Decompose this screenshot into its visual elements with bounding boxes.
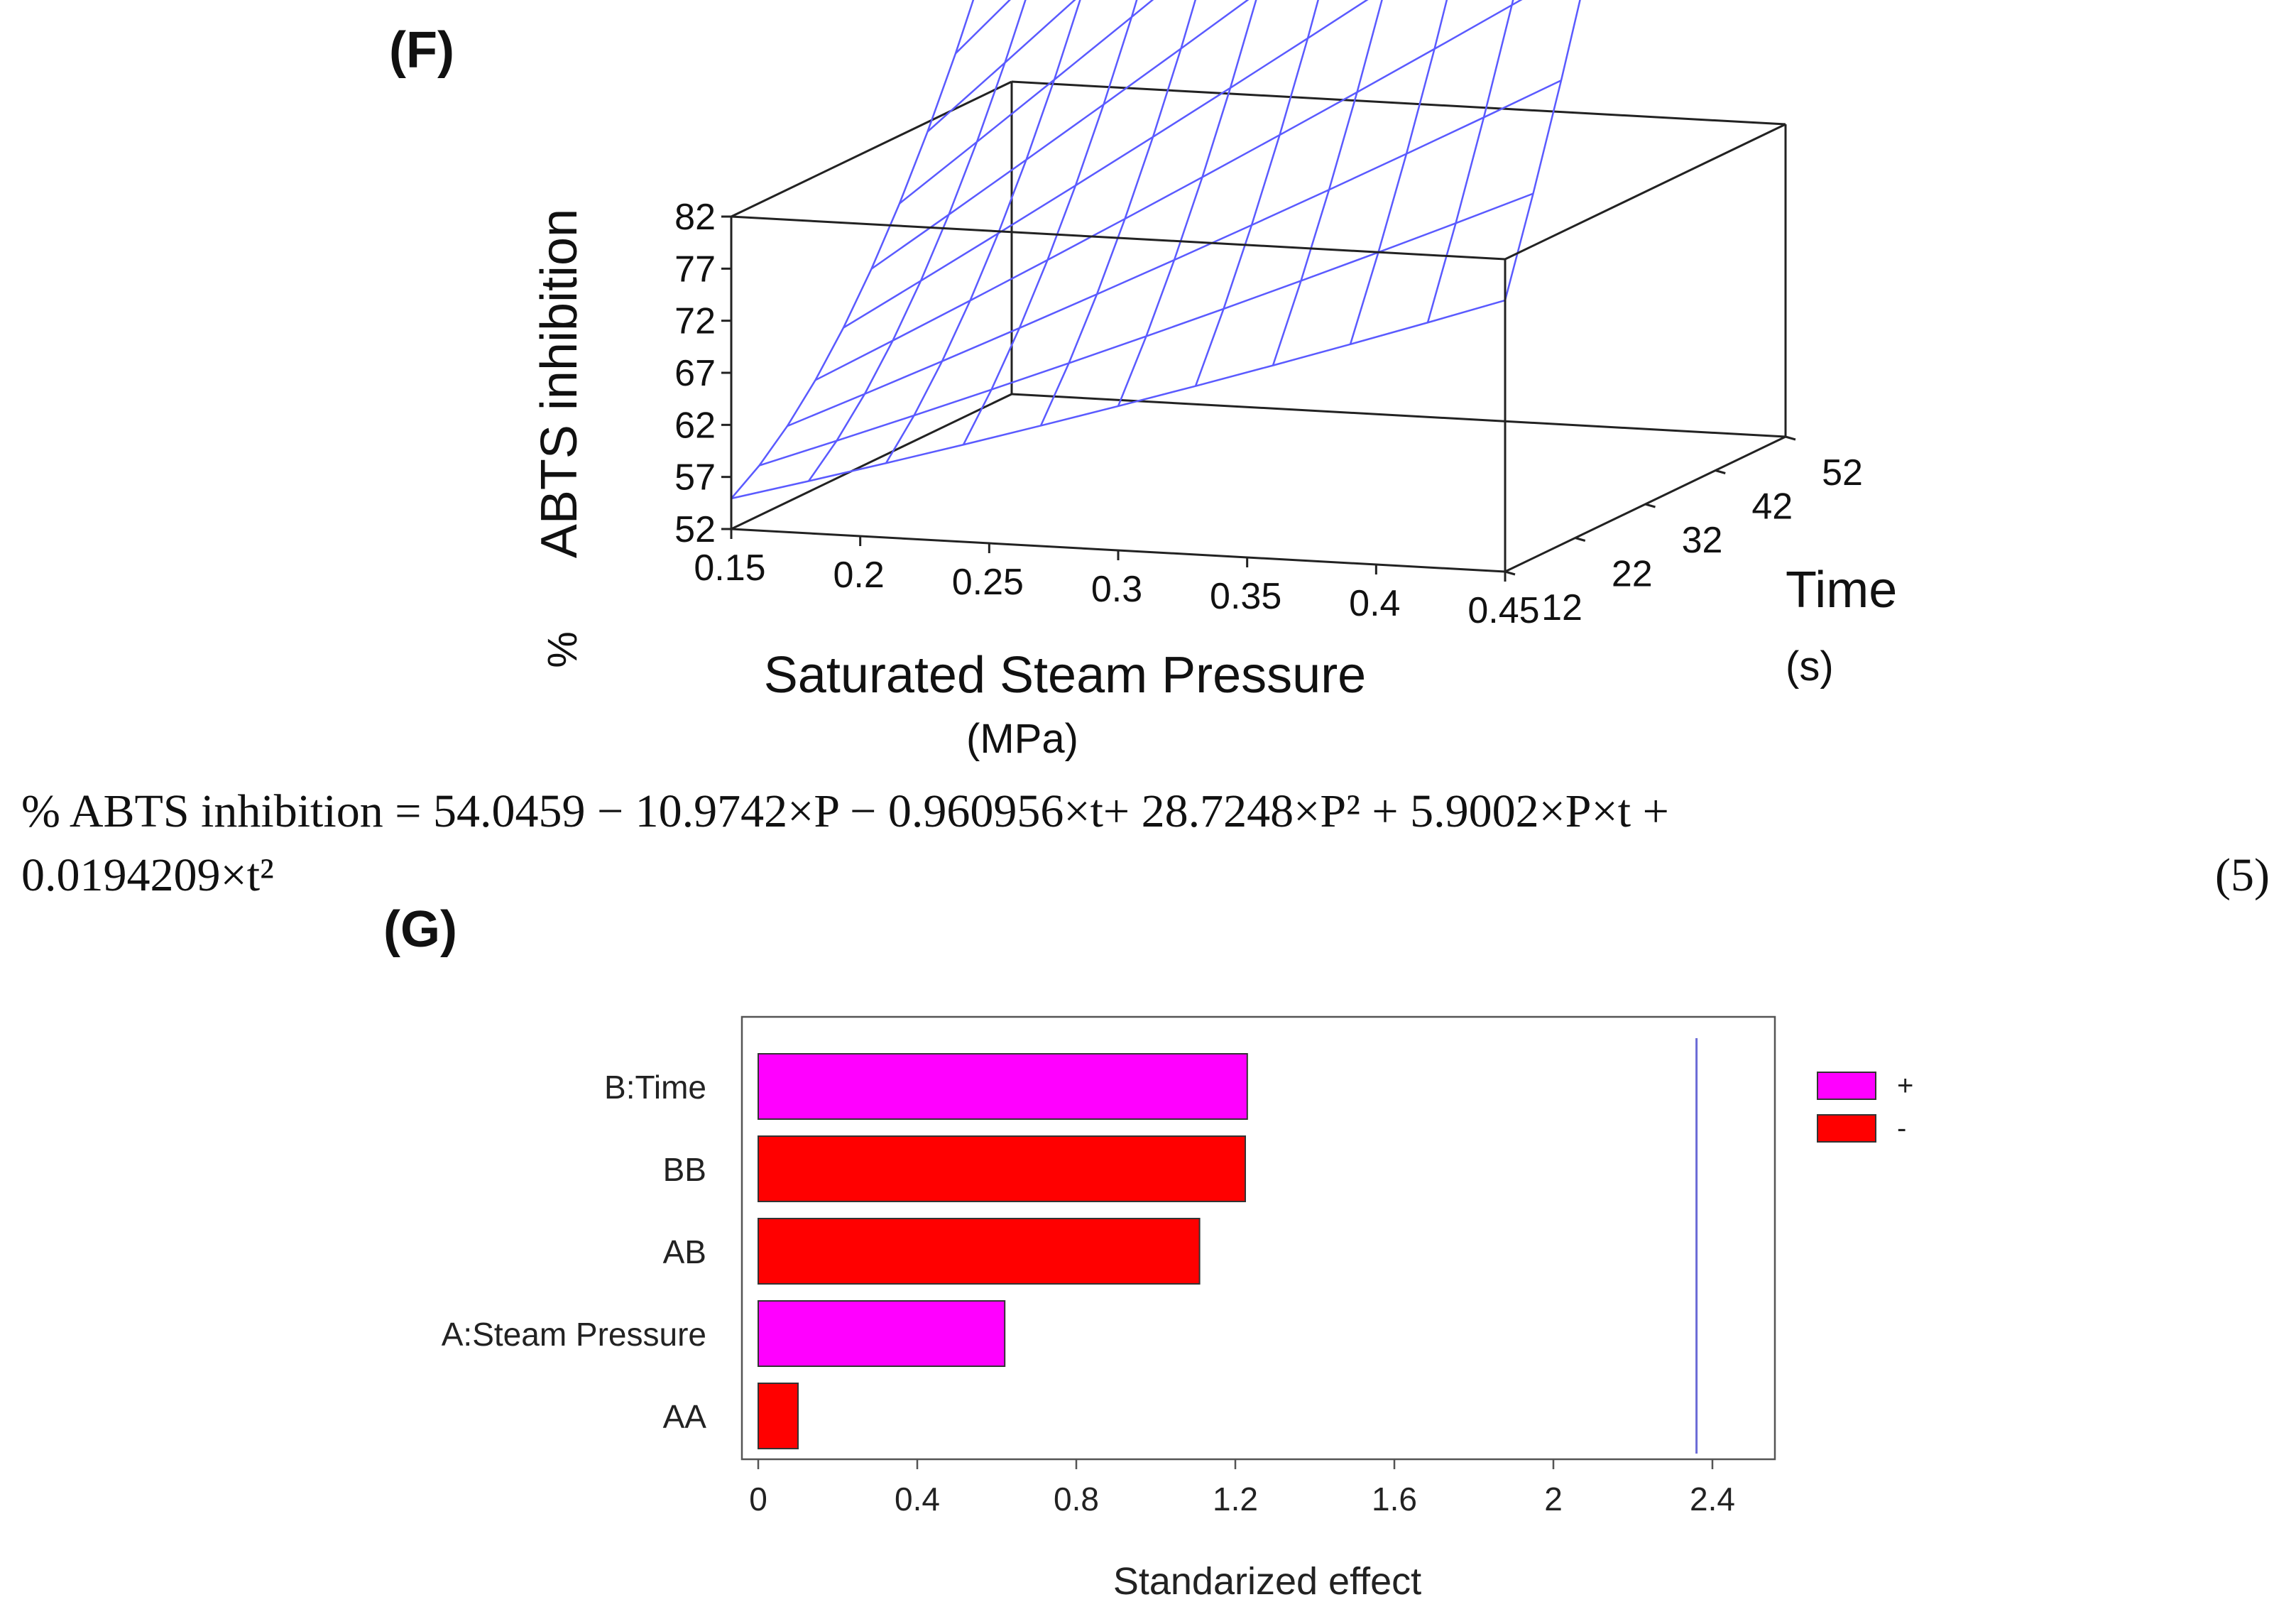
effect-bar bbox=[758, 1218, 1201, 1285]
surface-mesh-line bbox=[926, 0, 1076, 133]
response-surface-chart: 52 57 62 67 72 77 82 0.15 0.2 0.25 0.3 0.35 0.4 0.45 1… bbox=[531, 0, 1897, 762]
legend-swatch bbox=[1817, 1072, 1876, 1100]
z-tick-label: 52 bbox=[674, 509, 716, 550]
box-edge-back-bottom bbox=[1011, 393, 1786, 438]
effect-bar bbox=[758, 1053, 1248, 1120]
y-tick-label: 22 bbox=[1612, 554, 1653, 595]
y-axis-title: Time bbox=[1786, 562, 1897, 618]
surface-mesh-line bbox=[1117, 0, 1257, 407]
z-tick-label: 72 bbox=[674, 301, 716, 342]
surface-mesh-line bbox=[899, 0, 1154, 205]
x-tick-label: 0.35 bbox=[1210, 576, 1281, 617]
effect-bar bbox=[758, 1300, 1006, 1367]
x-axis-title: Standarized effect bbox=[1113, 1560, 1421, 1603]
equation-number: (5) bbox=[2215, 849, 2270, 901]
effect-bar bbox=[758, 1383, 799, 1449]
x-tick-label: 0.25 bbox=[952, 562, 1024, 603]
surface-mesh-line bbox=[962, 0, 1138, 445]
y-tick-label: 52 bbox=[1822, 452, 1863, 494]
box-edge-right-top bbox=[1504, 123, 1786, 261]
box-edge-left-top bbox=[731, 80, 1012, 218]
legend-swatch bbox=[1817, 1114, 1876, 1143]
plot-frame bbox=[740, 1015, 1776, 1461]
surface-mesh-line bbox=[787, 80, 1562, 427]
surface-mesh-line bbox=[731, 0, 975, 499]
x-axis-title: Saturated Steam Pressure bbox=[764, 647, 1366, 704]
legend-label: - bbox=[1897, 1113, 1906, 1144]
z-tick-label: 67 bbox=[674, 353, 716, 394]
surface-mesh-line bbox=[1272, 0, 1383, 366]
x-tick-label: 0.8 bbox=[1054, 1481, 1099, 1517]
x-tick-label: 2 bbox=[1544, 1481, 1563, 1517]
equation-line-2: 0.0194209×t² bbox=[21, 849, 274, 901]
y-tick bbox=[1785, 435, 1796, 441]
x-tick-label: 0.2 bbox=[833, 555, 885, 596]
box-edge-left-bottom bbox=[731, 393, 1012, 530]
z-tick-label: 62 bbox=[674, 405, 716, 446]
panel-g-label: (G) bbox=[383, 901, 457, 958]
surface-mesh-line bbox=[759, 192, 1534, 467]
surface-mesh-line bbox=[843, 0, 1369, 329]
x-tick-label: 0.15 bbox=[694, 547, 765, 589]
legend-label: + bbox=[1897, 1070, 1913, 1101]
x-tick-label: 1.6 bbox=[1372, 1481, 1417, 1517]
x-tick-label: 0 bbox=[749, 1481, 767, 1517]
x-tick-label: 2.4 bbox=[1690, 1481, 1735, 1517]
y-axis-unit: (s) bbox=[1786, 643, 1834, 690]
y-tick bbox=[1715, 469, 1726, 474]
effect-bar bbox=[758, 1135, 1246, 1202]
x-tick-label: 0.3 bbox=[1091, 569, 1142, 610]
surface-mesh-line bbox=[870, 0, 1250, 270]
category-label: AB bbox=[663, 1233, 706, 1270]
surface-mesh-line bbox=[731, 299, 1506, 500]
panel-f-label: (F) bbox=[389, 22, 454, 79]
x-axis-unit: (MPa) bbox=[966, 716, 1078, 762]
category-label: AA bbox=[663, 1398, 707, 1435]
surface-mesh-line bbox=[1349, 0, 1448, 345]
surface-mesh-line bbox=[885, 0, 1081, 464]
x-tick-label: 0.4 bbox=[1349, 583, 1400, 624]
x-tick-label: 0.4 bbox=[895, 1481, 940, 1517]
surface-mesh-line bbox=[1194, 0, 1319, 387]
y-tick-label: 12 bbox=[1541, 587, 1582, 628]
y-tick bbox=[1575, 537, 1586, 542]
z-tick-label: 57 bbox=[674, 457, 716, 498]
surface-mesh-line bbox=[1426, 0, 1514, 323]
y-tick-label: 32 bbox=[1682, 520, 1723, 561]
equation-line-1: % ABTS inhibition = 54.0459 − 10.9742×P … bbox=[21, 785, 1669, 837]
box-edge-back-top bbox=[1011, 80, 1786, 126]
surface-mesh-line bbox=[1504, 0, 1581, 301]
y-tick bbox=[1645, 503, 1656, 508]
y-tick-label: 42 bbox=[1751, 486, 1793, 528]
x-tick-label: 1.2 bbox=[1213, 1481, 1258, 1517]
y-tick bbox=[1504, 570, 1516, 576]
z-tick-label: 82 bbox=[674, 197, 716, 238]
category-label: BB bbox=[663, 1151, 706, 1188]
z-tick-label: 77 bbox=[674, 249, 716, 290]
box-edge-front-top bbox=[731, 215, 1506, 261]
surface-mesh-line bbox=[814, 0, 1523, 381]
category-label: A:Steam Pressure bbox=[442, 1316, 706, 1353]
z-axis-prefix: % bbox=[540, 631, 586, 668]
category-label: B:Time bbox=[604, 1069, 706, 1106]
x-tick-label: 0.45 bbox=[1467, 590, 1539, 631]
z-axis-title: ABTS inhibition bbox=[531, 209, 588, 558]
